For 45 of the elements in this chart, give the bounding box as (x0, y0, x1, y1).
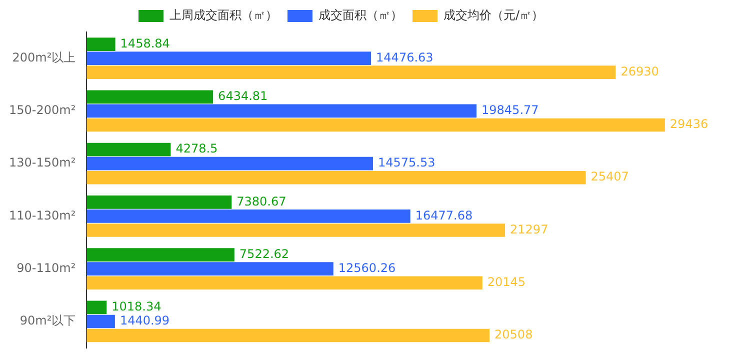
bar (86, 224, 506, 237)
data-label: 14476.63 (376, 50, 434, 64)
data-label: 1018.34 (112, 300, 162, 314)
data-label: 7380.67 (236, 194, 286, 208)
data-label: 14575.53 (378, 156, 436, 170)
bar (86, 170, 586, 184)
data-label: 25407 (590, 170, 629, 184)
data-label: 1440.99 (120, 314, 170, 328)
legend-label: 上周成交面积（㎡） (169, 8, 278, 22)
data-label: 12560.26 (338, 260, 396, 275)
bar (86, 118, 665, 132)
bar (86, 328, 490, 342)
data-label: 1458.84 (120, 36, 170, 50)
bar (86, 276, 482, 290)
y-tick-label: 90m²以下 (20, 314, 76, 328)
data-label: 7522.62 (239, 246, 290, 261)
bar (86, 104, 477, 118)
bar (86, 262, 334, 276)
data-label: 26930 (620, 64, 659, 78)
bar (86, 300, 107, 314)
y-tick-label: 130-150m² (9, 156, 76, 170)
bar (86, 248, 234, 262)
legend-label: 成交均价（元/㎡） (443, 8, 544, 22)
data-label: 4278.5 (176, 142, 218, 156)
bar (86, 66, 616, 80)
bar (86, 38, 116, 51)
bar (86, 156, 373, 170)
y-tick-label: 110-130m² (9, 208, 76, 222)
legend-label: 成交面积（㎡） (318, 8, 402, 22)
bar (86, 196, 232, 209)
y-tick-label: 200m²以上 (12, 50, 76, 64)
data-label: 20508 (494, 328, 533, 342)
y-tick-label: 90-110m² (16, 260, 76, 275)
bar (86, 52, 372, 65)
data-label: 20145 (487, 275, 526, 290)
y-tick-label: 150-200m² (9, 103, 76, 118)
data-label: 6434.81 (218, 89, 268, 104)
data-label: 21297 (510, 222, 548, 236)
data-label: 29436 (670, 117, 708, 132)
data-label: 19845.77 (482, 103, 539, 118)
bar (86, 314, 115, 328)
data-label: 16477.68 (415, 208, 473, 222)
bar (86, 90, 214, 104)
bar (86, 142, 171, 156)
bar (86, 210, 410, 223)
